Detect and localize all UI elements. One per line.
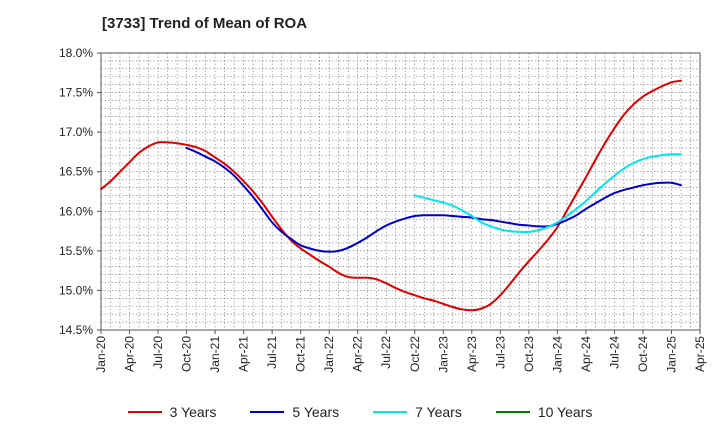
series-line-7-years [413, 153, 682, 234]
grid-lines [100, 52, 701, 331]
y-tick-label: 18.0% [59, 46, 93, 60]
x-tick-label: Oct-24 [636, 336, 650, 372]
x-tick-label: Apr-21 [237, 336, 251, 372]
legend-label-7-years: 7 Years [415, 404, 462, 420]
x-tick-label: Apr-23 [465, 336, 479, 372]
legend-item-3-years: 3 Years [127, 404, 217, 420]
x-tick-label: Jul-23 [493, 336, 507, 369]
legend-item-7-years: 7 Years [373, 404, 462, 420]
legend-swatch-3-years [127, 411, 162, 413]
x-tick-label: Jan-21 [208, 336, 222, 373]
legend-swatch-7-years [373, 411, 408, 413]
y-tick-label: 16.5% [59, 165, 93, 179]
x-tick-label: Oct-21 [294, 336, 308, 372]
x-tick-label: Jul-21 [265, 336, 279, 369]
y-tick-label: 15.5% [59, 244, 93, 258]
legend-label-5-years: 5 Years [292, 404, 340, 420]
x-tick-label: Jul-22 [379, 336, 393, 369]
x-tick-label: Apr-22 [351, 336, 365, 372]
legend-swatch-5-years [250, 411, 285, 413]
legend: 3 Years 5 Years 7 Years 10 Years [0, 404, 720, 420]
axes: 14.5% 15.0% 15.5% 16.0% 16.5% 17.0% 17.5% 18.0%… [59, 46, 707, 373]
series-lines [100, 79, 682, 312]
x-tick-label: Jan-23 [436, 336, 450, 373]
y-tick-label: 14.5% [59, 323, 93, 337]
y-tick-label: 17.0% [59, 125, 93, 139]
x-tick-label: Apr-24 [579, 336, 593, 372]
y-tick-label: 16.0% [59, 204, 93, 218]
x-tick-label: Jul-24 [607, 336, 621, 369]
x-tick-label: Jan-25 [664, 336, 678, 373]
x-tick-label: Oct-22 [408, 336, 422, 372]
x-tick-label: Oct-20 [180, 336, 194, 372]
x-tick-label: Jul-20 [151, 336, 165, 369]
series-line-5-years [185, 146, 682, 253]
x-tick-label: Apr-25 [693, 336, 707, 372]
x-tick-label: Apr-20 [123, 336, 137, 372]
legend-swatch-10-years [495, 411, 530, 413]
y-tick-label: 17.5% [59, 86, 93, 100]
y-tick-label: 15.0% [59, 283, 93, 297]
legend-item-5-years: 5 Years [250, 404, 339, 420]
chart-title: [3733] Trend of Mean of ROA [102, 15, 308, 32]
series-line-3-years [100, 79, 682, 312]
x-tick-label: Oct-23 [522, 336, 536, 372]
plot-frame [100, 52, 701, 331]
legend-label-10-years: 10 Years [537, 404, 593, 420]
x-tick-label: Jan-22 [322, 336, 336, 373]
x-tick-label: Jan-24 [550, 336, 564, 373]
x-tick-label: Jan-20 [94, 336, 108, 373]
legend-item-10-years: 10 Years [495, 404, 593, 420]
legend-label-3-years: 3 Years [169, 404, 217, 420]
